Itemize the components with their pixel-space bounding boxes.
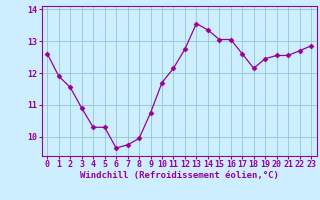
X-axis label: Windchill (Refroidissement éolien,°C): Windchill (Refroidissement éolien,°C)	[80, 171, 279, 180]
